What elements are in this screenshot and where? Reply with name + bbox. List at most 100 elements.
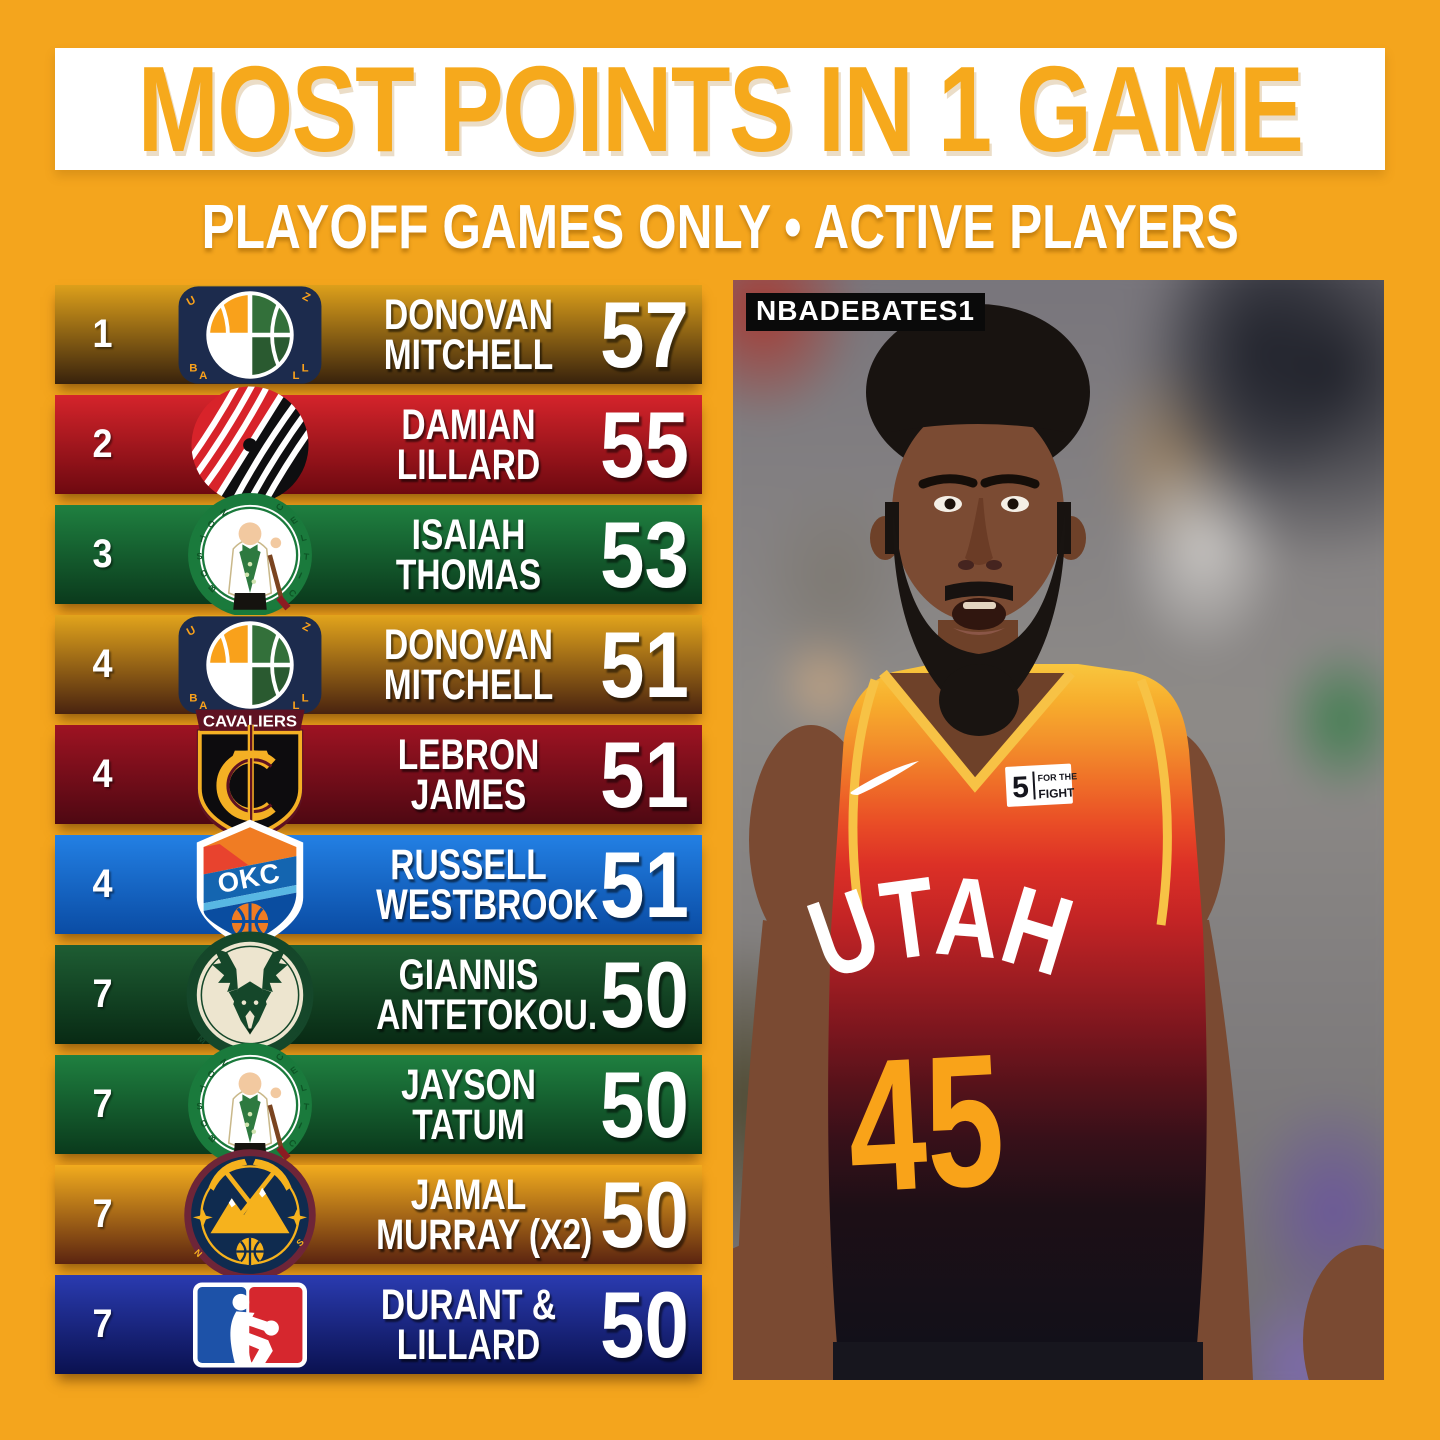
- player-name-line1: GIANNIS: [398, 950, 539, 999]
- player-name-line2: MITCHELL: [383, 660, 554, 709]
- ranking-row: 2 DAMIAN LILLARD 55: [55, 368, 702, 521]
- subtitle-text: PLAYOFF GAMES ONLY • ACTIVE PLAYERS: [201, 193, 1239, 262]
- player-name-line1: JAMAL: [410, 1170, 527, 1219]
- player-name-line1: RUSSELL: [390, 840, 547, 889]
- player-name-line2: LILLARD: [396, 1320, 541, 1369]
- points-value: 51: [600, 831, 689, 937]
- rank-number: 4: [92, 862, 113, 906]
- points-value: 50: [600, 941, 689, 1047]
- five-for-the-fight-patch: 5 FOR THE FIGHT: [1005, 763, 1077, 807]
- rank-number: 4: [92, 752, 113, 796]
- subtitle: PLAYOFF GAMES ONLY • ACTIVE PLAYERS: [0, 192, 1440, 263]
- player-name-line2: JAMES: [410, 770, 527, 819]
- rank-number: 1: [92, 312, 113, 356]
- svg-text:O: O: [199, 567, 210, 579]
- points-value: 55: [600, 391, 689, 497]
- points-value: 50: [600, 1161, 689, 1267]
- rank-number: 7: [92, 1302, 113, 1346]
- ranking-row: 4 CAVALIERS LEBRON JAMES 51: [55, 709, 702, 843]
- svg-text:S: S: [196, 551, 203, 561]
- patch-number: 5: [1011, 771, 1029, 805]
- player-name-line1: DONOVAN: [384, 290, 553, 339]
- player-name-line1: JAYSON: [401, 1060, 536, 1109]
- svg-text:E: E: [289, 1064, 300, 1076]
- svg-text:O: O: [206, 1068, 218, 1080]
- ranking-row: 7 N S JAMAL MURRAY (X2) 50: [55, 1148, 702, 1281]
- svg-text:CAVALIERS: CAVALIERS: [203, 713, 298, 730]
- svg-text:L: L: [300, 1082, 308, 1093]
- patch-line2: FIGHT: [1038, 785, 1075, 801]
- svg-text:B: B: [189, 362, 197, 374]
- rank-number: 2: [92, 422, 113, 466]
- player-name-line2: TATUM: [412, 1100, 525, 1149]
- svg-text:T: T: [198, 533, 206, 544]
- points-value: 50: [600, 1271, 689, 1377]
- beard: [893, 510, 1065, 720]
- watermark: NBADEBATES1: [746, 293, 985, 331]
- svg-text:Z: Z: [300, 290, 312, 304]
- player-name-line1: LEBRON: [397, 730, 540, 779]
- player-name-line1: DURANT &: [380, 1280, 557, 1329]
- player-photo: 5 FOR THE FIGHT UTAH 45: [733, 280, 1384, 1380]
- svg-text:N: N: [218, 507, 230, 518]
- points-value: 51: [600, 721, 689, 827]
- player-name-line2: LILLARD: [396, 440, 541, 489]
- svg-text:I: I: [297, 570, 304, 580]
- player-name-line2: THOMAS: [395, 550, 542, 599]
- points-value: 51: [600, 611, 689, 717]
- svg-text:L: L: [293, 370, 300, 382]
- ranking-row: 7 DURANT & LILLARD 50: [55, 1272, 702, 1377]
- points-value: 53: [600, 501, 689, 607]
- nuggets-logo: N S: [150, 1148, 350, 1281]
- svg-text:C: C: [274, 501, 286, 512]
- svg-text:C: C: [274, 1051, 286, 1062]
- player-head: [866, 304, 1090, 736]
- svg-text:Z: Z: [300, 620, 312, 634]
- rank-number: 4: [92, 642, 113, 686]
- nike-swoosh-icon: [850, 761, 919, 795]
- patch-line1: FOR THE: [1037, 771, 1077, 783]
- svg-text:N: N: [192, 1247, 204, 1259]
- okc-thunder-logo: OKC: [150, 819, 350, 950]
- rank-number: 7: [92, 972, 113, 1016]
- svg-text:L: L: [300, 532, 308, 543]
- svg-text:E: E: [289, 514, 300, 526]
- svg-text:O: O: [199, 1117, 210, 1129]
- cavaliers-logo: CAVALIERS: [150, 709, 350, 843]
- svg-text:L: L: [293, 700, 300, 712]
- rank-number: 3: [92, 532, 113, 576]
- mustache: [945, 581, 1013, 601]
- shorts: [833, 1342, 1203, 1380]
- svg-text:T: T: [303, 551, 310, 561]
- rank-number: 7: [92, 1192, 113, 1236]
- player-illustration: 5 FOR THE FIGHT UTAH 45: [733, 304, 1384, 1380]
- player-name-line1: DAMIAN: [401, 400, 536, 449]
- page-title: MOST POINTS IN 1 GAME: [137, 41, 1304, 177]
- title-banner: MOST POINTS IN 1 GAME: [55, 41, 1385, 177]
- svg-text:L: L: [302, 362, 309, 374]
- player-name-line2: MITCHELL: [383, 330, 554, 379]
- player-name-line1: DONOVAN: [384, 620, 553, 669]
- ranking-row: 4 OKC RUSSELL WESTBROOK 51: [55, 819, 702, 950]
- svg-text:T: T: [198, 1083, 206, 1094]
- ranking-row: 7 M S GIANNIS ANTETOKOU. 50: [55, 931, 702, 1058]
- svg-text:L: L: [302, 692, 309, 704]
- nba-logo: [150, 1275, 350, 1374]
- points-value: 50: [600, 1051, 689, 1157]
- svg-text:B: B: [189, 692, 197, 704]
- svg-text:I: I: [297, 1120, 304, 1130]
- player-name-line2: ANTETOKOU.: [376, 990, 598, 1039]
- svg-text:S: S: [196, 1101, 203, 1111]
- points-value: 57: [600, 281, 689, 387]
- jersey: 5 FOR THE FIGHT UTAH 45: [794, 664, 1207, 1380]
- svg-text:A: A: [199, 370, 207, 382]
- player-name-line2: WESTBROOK: [376, 880, 598, 929]
